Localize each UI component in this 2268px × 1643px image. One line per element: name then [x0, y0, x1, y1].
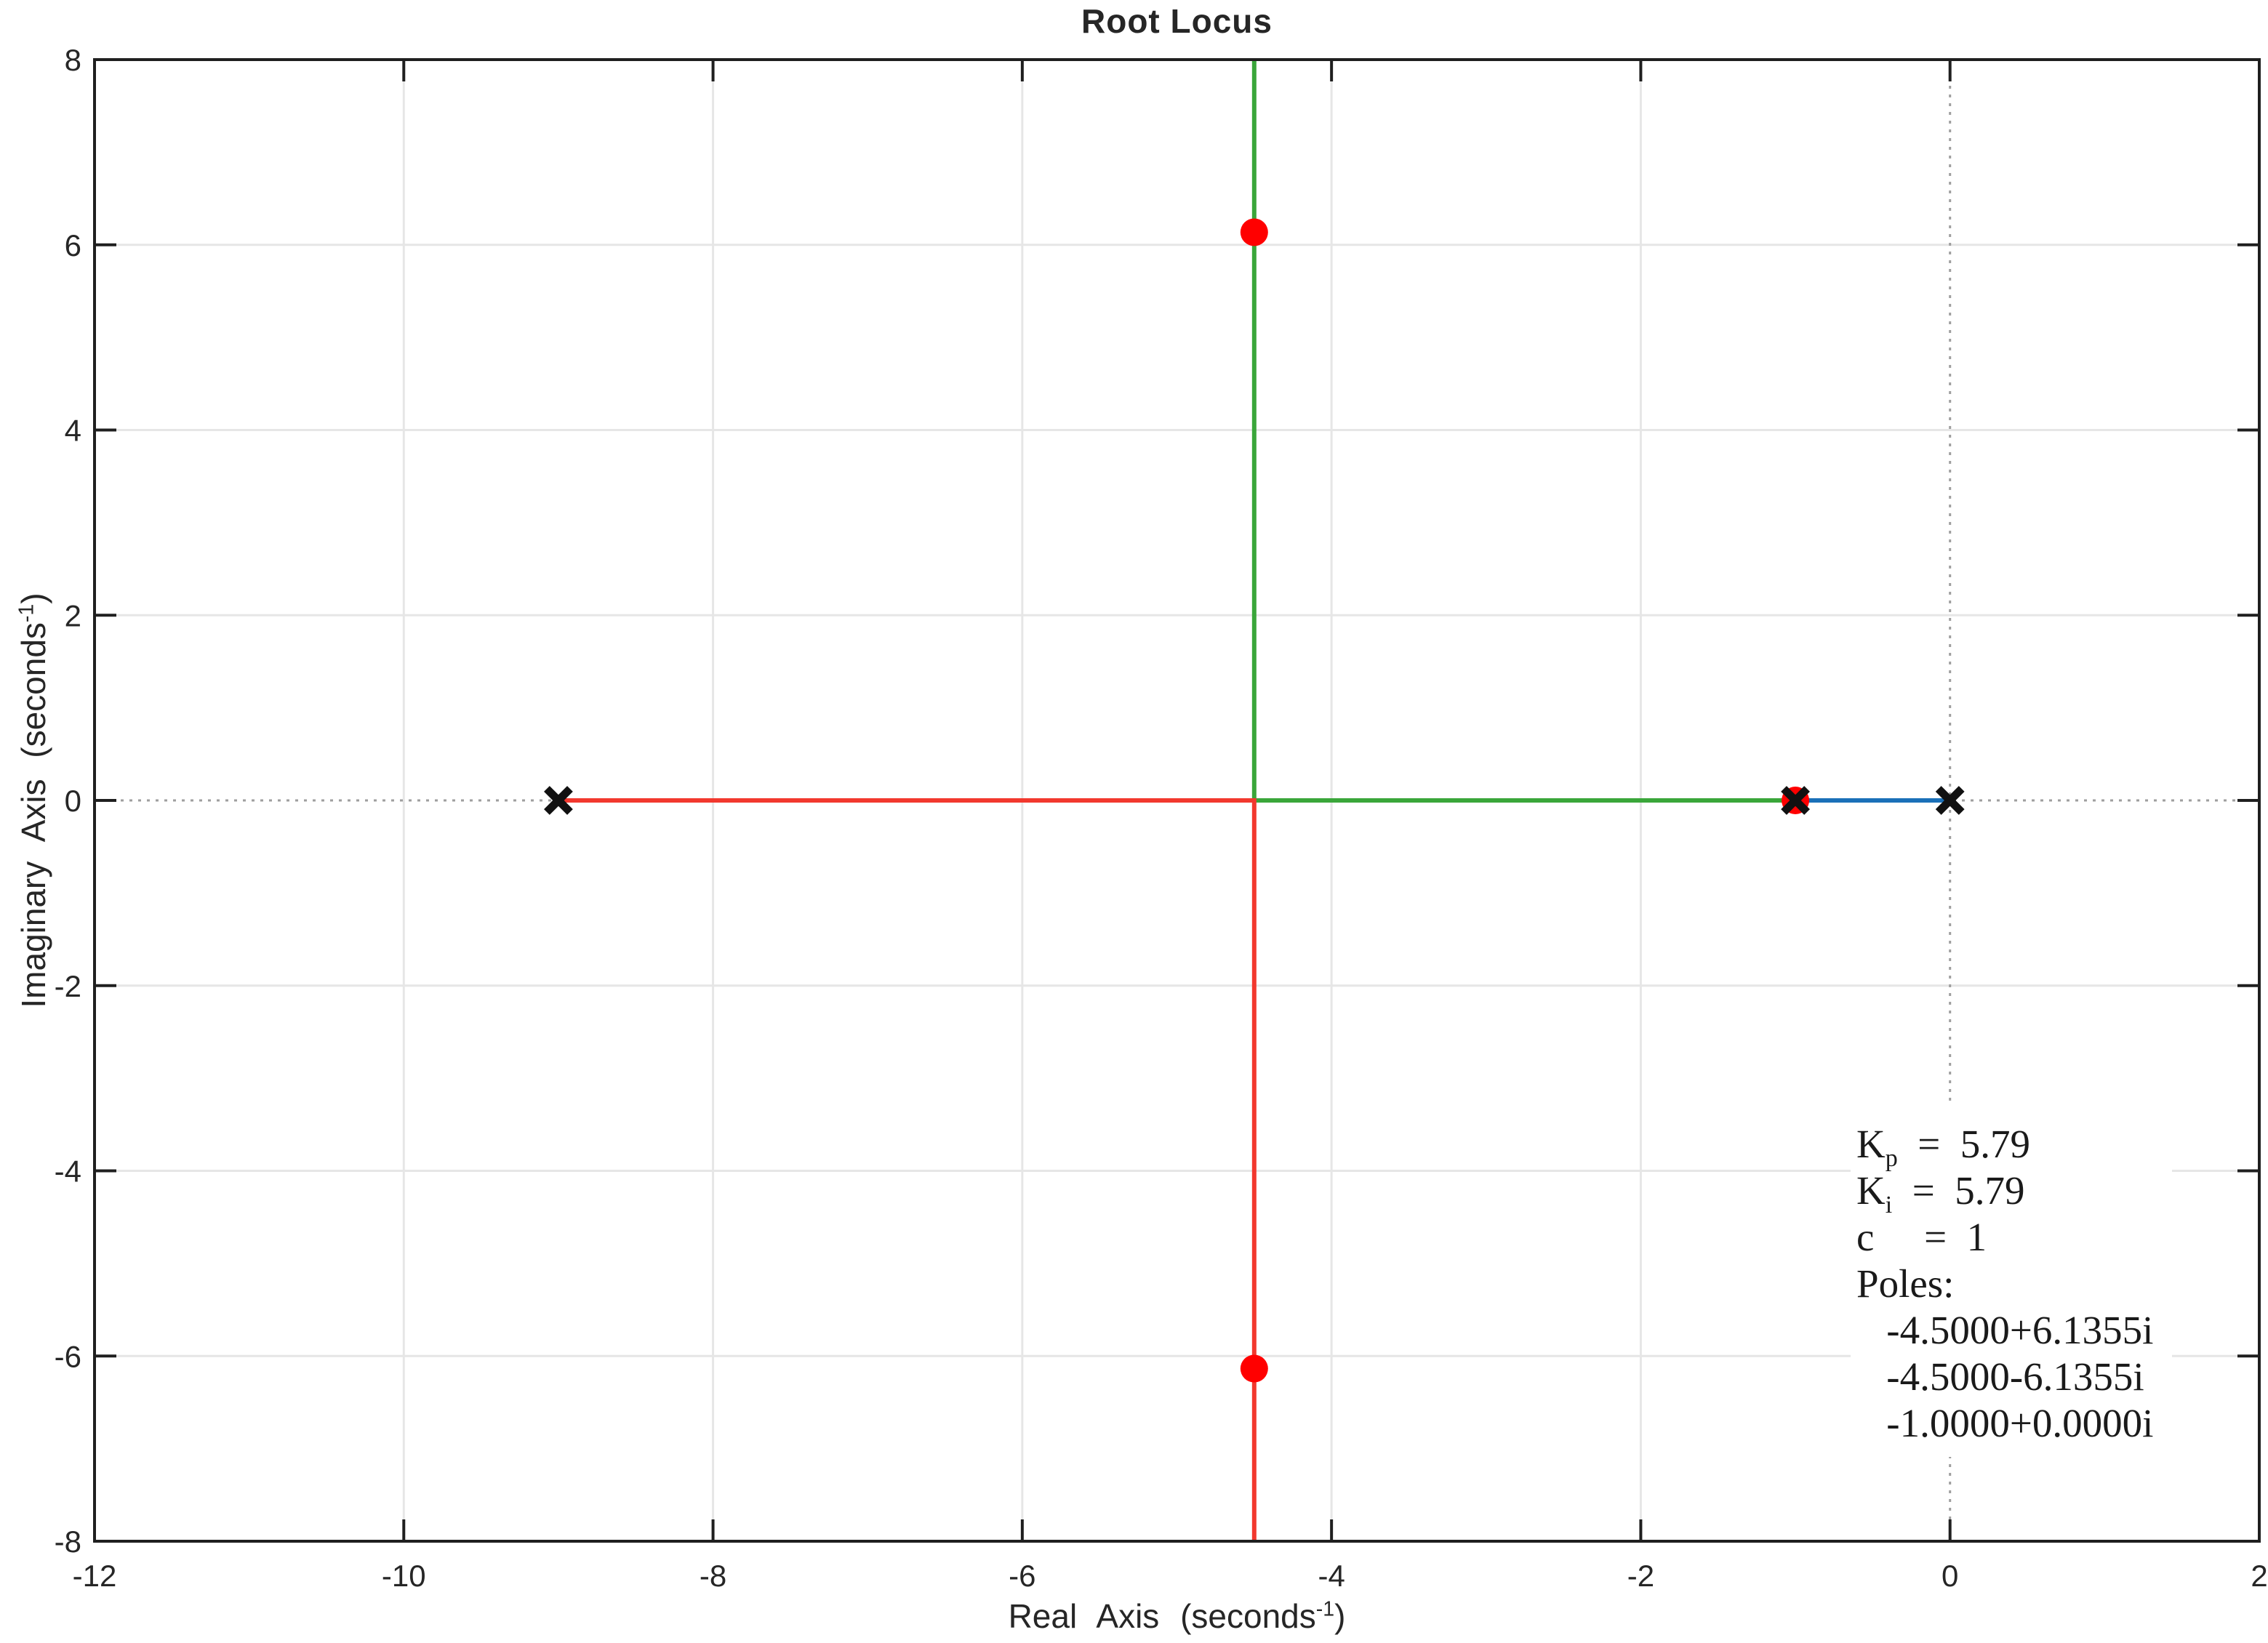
y-tick-label: 6 [65, 228, 81, 262]
annotation-line: -4.5000-6.1355i [1856, 1354, 2144, 1399]
x-axis-label: Real Axis (seconds-1) [1008, 1597, 1346, 1635]
annotation-line: Kp = 5.79 [1856, 1122, 2031, 1172]
y-tick-label: -6 [55, 1339, 81, 1373]
controller-info-annotation: Kp = 5.79 Ki = 5.79 c = 1 Poles: -4.5000+6.… [1851, 1102, 2172, 1457]
x-tick-label: -6 [1009, 1559, 1035, 1593]
annotation-line: Poles: [1856, 1261, 1955, 1306]
x-tick-label: 0 [1942, 1559, 1958, 1593]
annotation-line: -1.0000+0.0000i [1856, 1401, 2154, 1445]
annotation-line: Ki = 5.79 [1856, 1168, 2025, 1218]
y-tick-label: -4 [55, 1154, 81, 1189]
locus-branch-red [558, 798, 1257, 1541]
closed-loop-pole-marker [1240, 218, 1268, 246]
x-tick-label: -10 [382, 1559, 426, 1593]
closed-loop-pole-marker [1240, 1354, 1268, 1383]
chart-title: Root Locus [1081, 2, 1273, 40]
y-tick-label: 4 [65, 414, 81, 448]
annotation-line: c = 1 [1856, 1215, 1987, 1259]
open-loop-pole-marker [1781, 786, 1810, 815]
x-tick-label: -4 [1318, 1559, 1345, 1593]
annotation-line: -4.5000+6.1355i [1856, 1308, 2154, 1352]
x-tick-label: 2 [2251, 1559, 2267, 1593]
y-tick-label: 0 [65, 784, 81, 818]
y-tick-label: -2 [55, 969, 81, 1003]
x-tick-label: -2 [1627, 1559, 1654, 1593]
x-tick-label: -12 [73, 1559, 117, 1593]
y-tick-label: 8 [65, 43, 81, 77]
x-tick-label: -8 [700, 1559, 726, 1593]
open-loop-pole-marker [544, 786, 573, 815]
open-loop-pole-marker [1935, 786, 1965, 815]
y-tick-label: 2 [65, 598, 81, 632]
y-tick-label: -8 [55, 1525, 81, 1559]
